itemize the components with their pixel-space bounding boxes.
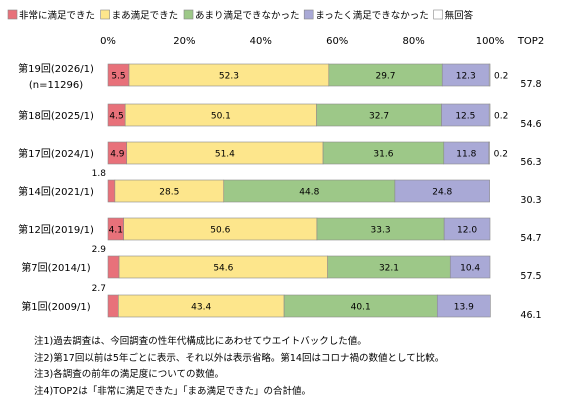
legend-label-0: 非常に満足できた [19,10,95,22]
data-label-r2-s2: 31.6 [373,150,393,160]
legend-label-4: 無回答 [445,10,474,22]
data-label-r1-s3: 12.5 [455,112,475,122]
data-label-r5-s3: 10.4 [460,264,480,274]
bar-segment-r6-s0 [107,294,119,318]
bar-segment-r4-s3 [443,217,491,241]
data-label-r0-s2: 29.7 [375,72,395,82]
data-label-r1-s2: 32.7 [369,112,389,122]
x-tick-20-: 20% [173,36,195,47]
top2-header: TOP2 [517,36,544,47]
data-label-r2-s4: 0.2 [494,150,508,160]
top2-value-5: 57.5 [520,271,541,282]
category-label-2: 第17回(2024/1) [18,147,94,160]
data-label-r6-s0: 2.7 [92,284,106,294]
data-label-r4-s2: 33.3 [371,226,391,236]
footnote-1: 注1)過去調査は、今回調査の性年代構成比にあわせてウエイトバックした値。 [34,336,367,347]
category-label-5: 第7回(2014/1) [21,261,90,274]
top2-value-3: 30.3 [520,195,541,206]
data-label-r3-s0: 1.8 [92,169,107,179]
bar-segment-r0-s4 [488,63,491,87]
top2-value-2: 56.3 [520,157,541,168]
x-tick-80-: 80% [402,36,424,47]
data-label-r5-s1: 54.6 [213,264,233,274]
data-label-r0-s3: 12.3 [456,72,476,82]
legend-label-2: あまり満足できなかった [195,11,300,22]
data-label-r1-s0: 4.5 [109,112,123,122]
data-label-r3-s3: 24.8 [432,188,452,198]
top2-value-4: 54.7 [520,233,541,244]
category-label-0: 第19回(2026/1) [18,62,94,75]
data-label-r2-s0: 4.9 [110,150,125,160]
data-label-r4-s3: 12.0 [457,226,477,236]
category-label-4: 第12回(2019/1) [18,223,94,236]
data-label-r2-s1: 51.4 [215,150,235,160]
top2-value-1: 54.6 [520,119,541,130]
legend-label-1: まあ満足できた [112,11,179,22]
x-tick-100-: 100% [476,36,505,47]
bar-segment-r3-s3 [394,179,490,203]
bar-segment-r3-s0 [107,179,116,203]
data-label-r0-s0: 5.5 [111,72,125,82]
data-label-r6-s2: 40.1 [351,303,371,313]
legend-swatch-0 [7,9,18,20]
top2-value-0: 57.8 [520,79,541,90]
data-label-r2-s3: 11.8 [456,150,476,160]
footnote-2: 注2)第17回以前は5年ごとに表示、それ以外は表示省略。第14回はコロナ禍の数値… [34,352,445,364]
data-label-r3-s2: 44.8 [299,188,319,198]
legend-swatch-4 [433,9,443,20]
x-tick-0-: 0% [100,36,116,47]
legend-swatch-1 [100,9,110,20]
bar-segment-r2-s4 [488,141,490,165]
bar-segment-r5-s0 [107,255,120,279]
category-label-3: 第14回(2021/1) [18,185,94,198]
data-label-r6-s1: 43.4 [191,303,211,313]
data-label-r4-s1: 50.6 [210,226,230,236]
footnote-4: 注4)TOP2は「非常に満足できた」「まあ満足できた」の合計値。 [34,385,312,397]
category-label-1: 第18回(2025/1) [18,109,94,122]
legend-swatch-2 [183,9,194,20]
data-label-r1-s1: 50.1 [211,112,231,122]
footnotes: 注1)過去調査は、今回調査の性年代構成比にあわせてウエイトバックした値。 注2)… [34,334,444,400]
footnote-3: 注3)各調査の前年の満足度についての数値。 [34,369,224,380]
bar-segment-r1-s4 [488,103,491,127]
bar-segment-r6-s3 [436,294,491,318]
data-label-r3-s1: 28.5 [159,188,179,198]
x-tick-60-: 60% [326,36,348,47]
data-label-r6-s3: 13.9 [454,303,474,313]
data-label-r0-s1: 52.3 [219,72,239,82]
data-label-r4-s0: 4.1 [109,226,123,236]
data-label-r5-s0: 2.9 [92,245,107,255]
x-tick-40-: 40% [250,36,272,47]
legend-label-3: まったく満足できなかった [315,11,429,22]
data-label-r1-s4: 0.2 [494,112,508,122]
bar-segment-r5-s3 [449,255,491,279]
top2-value-6: 46.1 [520,310,541,321]
category-sublabel-0: (n=11296) [29,80,83,91]
data-label-r0-s4: 0.2 [494,72,508,82]
legend-swatch-3 [303,9,314,20]
data-label-r5-s2: 32.1 [379,264,399,274]
category-label-6: 第1回(2009/1) [21,300,90,313]
